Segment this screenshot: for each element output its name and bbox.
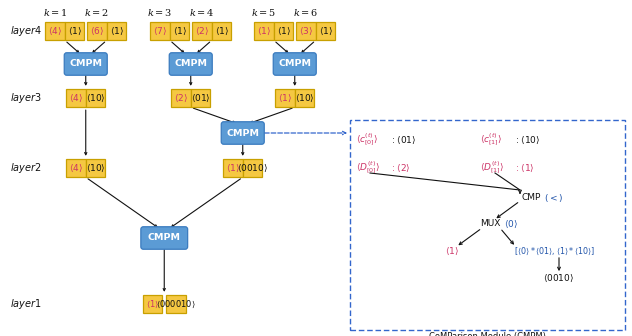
Text: CMPM: CMPM [174, 59, 207, 69]
FancyBboxPatch shape [66, 159, 86, 177]
Text: $k=5$: $k=5$ [252, 6, 277, 17]
Text: $\langle1\rangle$: $\langle1\rangle$ [445, 246, 459, 256]
Text: $\it{layer1}$: $\it{layer1}$ [10, 297, 42, 311]
FancyBboxPatch shape [143, 295, 162, 313]
FancyBboxPatch shape [64, 53, 107, 75]
FancyBboxPatch shape [191, 89, 210, 107]
Text: $k=4$: $k=4$ [189, 6, 215, 17]
FancyBboxPatch shape [274, 22, 293, 40]
Text: $\langle1\rangle$: $\langle1\rangle$ [226, 163, 240, 173]
Text: $\it{layer4}$: $\it{layer4}$ [10, 24, 42, 38]
FancyBboxPatch shape [64, 22, 84, 40]
Text: $\langle D_{[0]}^{(t)}\rangle$: $\langle D_{[0]}^{(t)}\rangle$ [356, 160, 380, 176]
FancyBboxPatch shape [171, 89, 191, 107]
Text: $\langle0010\rangle$: $\langle0010\rangle$ [237, 163, 268, 173]
FancyBboxPatch shape [150, 22, 170, 40]
FancyBboxPatch shape [141, 227, 188, 249]
Text: $:\langle10\rangle$: $:\langle10\rangle$ [514, 134, 540, 145]
Text: $\langle10\rangle$: $\langle10\rangle$ [295, 92, 314, 103]
Text: $\langle1\rangle$: $\langle1\rangle$ [278, 92, 292, 103]
FancyBboxPatch shape [107, 22, 126, 40]
Text: CMPM: CMPM [278, 59, 311, 69]
Text: $\langle7\rangle$: $\langle7\rangle$ [153, 26, 167, 37]
Text: $\langle D_{[1]}^{(t)}\rangle$: $\langle D_{[1]}^{(t)}\rangle$ [480, 160, 504, 176]
FancyBboxPatch shape [295, 89, 314, 107]
FancyBboxPatch shape [170, 22, 189, 40]
Text: $k=6$: $k=6$ [293, 6, 319, 17]
Text: $:\langle1\rangle$: $:\langle1\rangle$ [514, 163, 535, 173]
FancyBboxPatch shape [254, 22, 274, 40]
FancyBboxPatch shape [316, 22, 335, 40]
FancyBboxPatch shape [169, 53, 212, 75]
Text: $\langle0010\rangle$: $\langle0010\rangle$ [544, 272, 574, 284]
Text: $\langle2\rangle$: $\langle2\rangle$ [174, 92, 188, 103]
Bar [350, 120, 625, 330]
Text: $\langle10\rangle$: $\langle10\rangle$ [86, 163, 106, 173]
Text: $\langle c_{[0]}^{(t)}\rangle$: $\langle c_{[0]}^{(t)}\rangle$ [356, 132, 379, 148]
Text: $\langle10\rangle$: $\langle10\rangle$ [86, 92, 106, 103]
FancyBboxPatch shape [221, 122, 264, 144]
Text: $\langle1\rangle$: $\langle1\rangle$ [146, 298, 159, 309]
Text: $\langle1\rangle$: $\langle1\rangle$ [173, 26, 186, 37]
Text: CMPM: CMPM [226, 128, 259, 137]
FancyBboxPatch shape [86, 89, 106, 107]
Text: $k=3$: $k=3$ [147, 6, 173, 17]
Text: $k=1$: $k=1$ [43, 6, 68, 17]
Text: $\it{layer3}$: $\it{layer3}$ [10, 91, 42, 105]
Text: $\langle3\rangle$: $\langle3\rangle$ [299, 26, 313, 37]
Text: $\langle1\rangle$: $\langle1\rangle$ [109, 26, 123, 37]
FancyBboxPatch shape [86, 159, 106, 177]
Text: $\langle1\rangle$: $\langle1\rangle$ [277, 26, 291, 37]
Text: $\langle1\rangle$: $\langle1\rangle$ [214, 26, 229, 37]
Text: $\langle c_{[1]}^{(t)}\rangle$: $\langle c_{[1]}^{(t)}\rangle$ [480, 132, 502, 148]
Text: $k=2$: $k=2$ [85, 6, 109, 17]
Text: $\langle1\rangle$: $\langle1\rangle$ [257, 26, 271, 37]
Text: $\langle01\rangle$: $\langle01\rangle$ [191, 92, 210, 103]
Text: $:\langle2\rangle$: $:\langle2\rangle$ [390, 163, 410, 173]
Text: $\langle4\rangle$: $\langle4\rangle$ [69, 163, 83, 173]
Text: CMPM: CMPM [70, 59, 102, 69]
Text: CoMParison Module (CMPM): CoMParison Module (CMPM) [429, 332, 546, 336]
Text: $:\langle01\rangle$: $:\langle01\rangle$ [390, 134, 416, 145]
Text: CMP: CMP [522, 194, 542, 203]
Text: $\langle4\rangle$: $\langle4\rangle$ [69, 92, 83, 103]
Text: $\langle4\rangle$: $\langle4\rangle$ [48, 26, 62, 37]
Text: $\langle1\rangle$: $\langle1\rangle$ [68, 26, 82, 37]
Text: CMPM: CMPM [148, 234, 181, 243]
FancyBboxPatch shape [166, 295, 186, 313]
Text: $\langle0\rangle$: $\langle0\rangle$ [504, 218, 518, 229]
Text: $[\langle0\rangle*\langle01\rangle,\langle1\rangle*\langle10\rangle]$: $[\langle0\rangle*\langle01\rangle,\lang… [514, 245, 595, 257]
FancyBboxPatch shape [276, 89, 295, 107]
FancyBboxPatch shape [46, 22, 64, 40]
FancyBboxPatch shape [192, 22, 212, 40]
Text: MUX: MUX [480, 219, 501, 228]
Text: $\langle6\rangle$: $\langle6\rangle$ [90, 26, 104, 37]
Text: $\langle1\rangle$: $\langle1\rangle$ [319, 26, 332, 37]
Text: $\langle2\rangle$: $\langle2\rangle$ [195, 26, 209, 37]
FancyBboxPatch shape [223, 159, 243, 177]
FancyBboxPatch shape [296, 22, 316, 40]
FancyBboxPatch shape [87, 22, 107, 40]
FancyBboxPatch shape [243, 159, 262, 177]
FancyBboxPatch shape [66, 89, 86, 107]
FancyBboxPatch shape [212, 22, 231, 40]
Text: $\it{layer2}$: $\it{layer2}$ [10, 161, 42, 175]
Text: $(<)$: $(<)$ [544, 192, 563, 204]
FancyBboxPatch shape [273, 53, 316, 75]
Text: $\langle000010\rangle$: $\langle000010\rangle$ [156, 298, 196, 309]
